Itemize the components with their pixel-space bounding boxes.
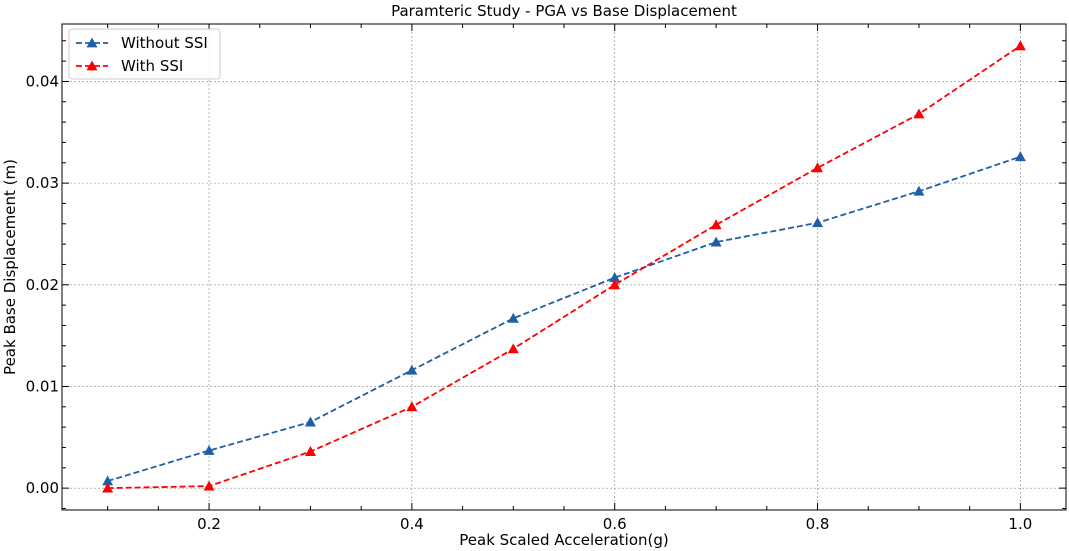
x-tick-label: 0.4 [400,515,424,533]
data-point [710,236,722,247]
legend: Without SSI With SSI [68,28,221,80]
data-point [304,446,316,456]
data-point [406,401,418,412]
data-point [812,217,824,228]
data-point [710,219,722,230]
data-point [304,416,316,427]
legend-marker [86,37,98,48]
data-point [406,364,418,375]
data-point [507,312,519,323]
data-point [1014,151,1026,162]
plot-series [102,40,1026,493]
legend-label: With SSI [121,57,183,75]
axis-ticks: 0.2 0.4 0.6 0.8 1.0 0.00 0.01 0.02 0.03 0.04 [26,24,1066,533]
data-point [609,279,621,290]
data-point [913,108,925,119]
data-point [203,445,215,455]
series-line [107,45,1021,490]
x-tick-label: 1.0 [1008,515,1032,533]
y-tick-label: 0.01 [26,377,59,395]
y-tick-label: 0.00 [26,479,59,497]
grid [62,24,1066,510]
data-point [102,482,114,493]
y-axis-label: Peak Base Displacement (m) [1,159,19,375]
data-point [507,343,519,354]
x-tick-label: 0.2 [197,515,221,533]
data-point [913,185,925,196]
y-tick-label: 0.04 [26,72,59,90]
x-tick-label: 0.8 [806,515,830,533]
plot-frame [61,23,1067,511]
data-point [812,162,824,173]
y-tick-label: 0.03 [26,174,59,192]
chart-title: Paramteric Study - PGA vs Base Displacem… [391,2,737,20]
data-point [609,272,621,283]
data-point [1014,40,1026,51]
data-point [203,480,215,491]
data-point [102,475,114,486]
series-line [107,155,1021,482]
x-axis-label: Peak Scaled Acceleration(g) [459,531,668,549]
legend-label: Without SSI [121,34,208,52]
y-tick-label: 0.02 [26,276,59,294]
x-tick-label: 0.6 [603,515,627,533]
legend-marker [86,60,98,71]
